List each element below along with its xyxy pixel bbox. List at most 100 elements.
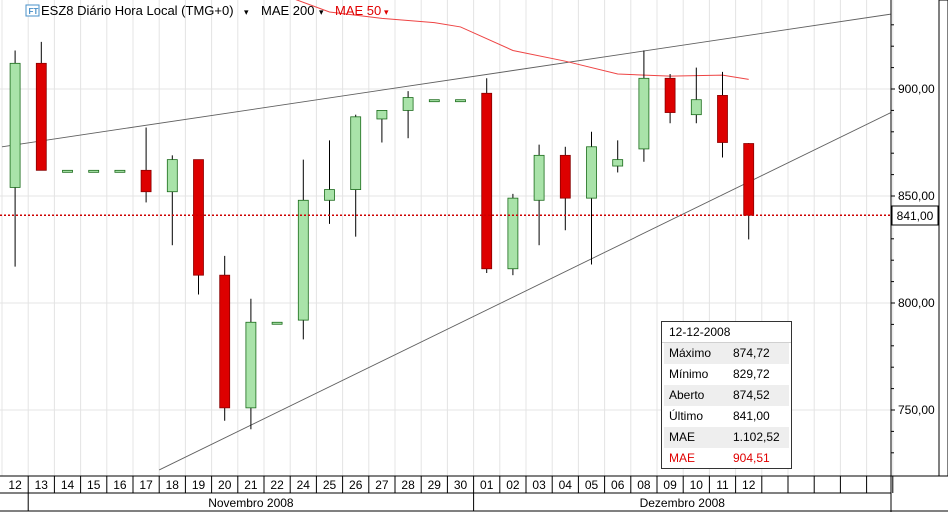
x-tick-label: 19 — [192, 478, 206, 492]
candle-22[interactable] — [271, 321, 283, 325]
tooltip-value: 841,00 — [733, 409, 770, 423]
candle-body — [350, 116, 362, 190]
x-tick-label: 09 — [663, 478, 677, 492]
x-tick-label: 15 — [87, 478, 101, 492]
candle-03[interactable] — [533, 144, 545, 246]
y-tick-label: 850,00 — [898, 189, 935, 203]
x-tick-label: 18 — [166, 478, 180, 492]
candle-body — [481, 92, 493, 270]
candle-body — [114, 169, 126, 173]
x-tick-label: 20 — [218, 478, 232, 492]
candle-30[interactable] — [455, 99, 466, 103]
candle-body — [140, 169, 152, 193]
candle-29[interactable] — [428, 99, 440, 103]
x-tick-label: 22 — [270, 478, 284, 492]
candle-18[interactable] — [166, 155, 178, 246]
y-tick-label: 800,00 — [898, 296, 935, 310]
candle-body — [559, 154, 571, 199]
candle-12[interactable] — [743, 143, 755, 240]
candle-body — [428, 99, 440, 103]
grid — [0, 0, 894, 476]
x-tick-label: 29 — [428, 478, 442, 492]
candle-17[interactable] — [140, 127, 152, 203]
tooltip-label: Aberto — [669, 388, 705, 402]
x-tick-label: 01 — [480, 478, 494, 492]
mae200-dropdown-icon[interactable]: ▾ — [319, 7, 324, 17]
trendline[interactable] — [159, 112, 892, 471]
tooltip-value: 904,51 — [733, 451, 770, 465]
candle-01[interactable] — [481, 78, 493, 274]
candle-25[interactable] — [324, 140, 335, 224]
x-tick-label: 28 — [401, 478, 415, 492]
x-tick-label: 04 — [559, 478, 573, 492]
candle-06[interactable] — [612, 140, 624, 173]
candle-body — [193, 159, 204, 276]
y-tick-label: 900,00 — [898, 82, 935, 96]
ohlc-tooltip: 12-12-2008 Máximo 874,72 Mínimo 829,72 A… — [661, 321, 792, 469]
tooltip-date: 12-12-2008 — [662, 322, 791, 343]
x-tick-label: 02 — [506, 478, 520, 492]
tooltip-value: 874,52 — [733, 388, 770, 402]
candle-16[interactable] — [114, 169, 126, 173]
candle-12[interactable] — [9, 50, 21, 267]
candle-body — [271, 321, 283, 325]
x-tick-label: 06 — [611, 478, 625, 492]
mae200-indicator[interactable]: MAE 200 — [261, 3, 314, 18]
mae50-indicator[interactable]: MAE 50 — [335, 3, 381, 18]
x-tick-label: 10 — [690, 478, 704, 492]
ft-logo-text: FT — [29, 7, 39, 16]
candle-09[interactable] — [664, 74, 676, 124]
candle-20[interactable] — [219, 255, 231, 421]
candle-28[interactable] — [402, 91, 414, 139]
x-tick-label: 26 — [349, 478, 363, 492]
candle-body — [35, 62, 47, 171]
mae50-dropdown-icon[interactable]: ▾ — [384, 7, 389, 17]
tooltip-row-open: Aberto 874,52 — [664, 385, 789, 406]
candle-02[interactable] — [507, 193, 519, 276]
candle-body — [743, 143, 755, 216]
candle-10[interactable] — [690, 67, 702, 124]
candle-08[interactable] — [638, 50, 650, 162]
x-tick-label: 03 — [532, 478, 546, 492]
candle-05[interactable] — [586, 131, 597, 265]
candle-27[interactable] — [376, 110, 388, 143]
candle-15[interactable] — [88, 169, 100, 173]
candle-body — [166, 159, 178, 193]
y-axis: 750,00 800,00 850,00 900,00 — [891, 24, 935, 454]
candle-body — [62, 169, 73, 173]
tooltip-row-last: Último 841,00 — [664, 406, 789, 427]
candle-body — [638, 77, 650, 150]
candle-21[interactable] — [245, 298, 257, 430]
tooltip-label: MAE — [669, 451, 696, 465]
candle-body — [324, 189, 335, 201]
candle-13[interactable] — [35, 41, 47, 171]
y-scrollbar[interactable] — [938, 0, 948, 477]
candle-26[interactable] — [350, 114, 362, 237]
month-label: Novembro 2008 — [208, 496, 294, 510]
candle-14[interactable] — [62, 169, 73, 173]
candles — [9, 41, 755, 430]
candle-19[interactable] — [193, 159, 204, 295]
last-price-box — [891, 205, 939, 226]
last-price-label: 841,00 — [897, 209, 934, 223]
candle-24[interactable] — [297, 159, 309, 340]
trendline[interactable] — [1, 13, 892, 148]
candle-body — [219, 274, 231, 409]
candle-04[interactable] — [559, 146, 571, 231]
tooltip-row-max: Máximo 874,72 — [664, 343, 789, 364]
candle-11[interactable] — [717, 71, 728, 158]
tooltip-value: 829,72 — [733, 367, 770, 381]
candle-body — [612, 159, 624, 167]
title-dropdown-icon[interactable]: ▾ — [244, 7, 249, 17]
x-axis: 12 13 14 15 16 17 18 19 20 21 22 24 25 26 27 28 29 30 01 02… — [0, 475, 948, 512]
x-tick-label: 16 — [113, 478, 127, 492]
candle-body — [402, 97, 414, 111]
tooltip-value: 1.102,52 — [733, 430, 780, 444]
x-tick-label: 12 — [8, 478, 22, 492]
candle-body — [664, 77, 676, 113]
y-tick-label: 750,00 — [898, 403, 935, 417]
chart-title[interactable]: ESZ8 Diário Hora Local (TMG+0) — [41, 3, 234, 18]
candle-body — [507, 197, 519, 270]
ft-logo-icon — [25, 4, 40, 17]
